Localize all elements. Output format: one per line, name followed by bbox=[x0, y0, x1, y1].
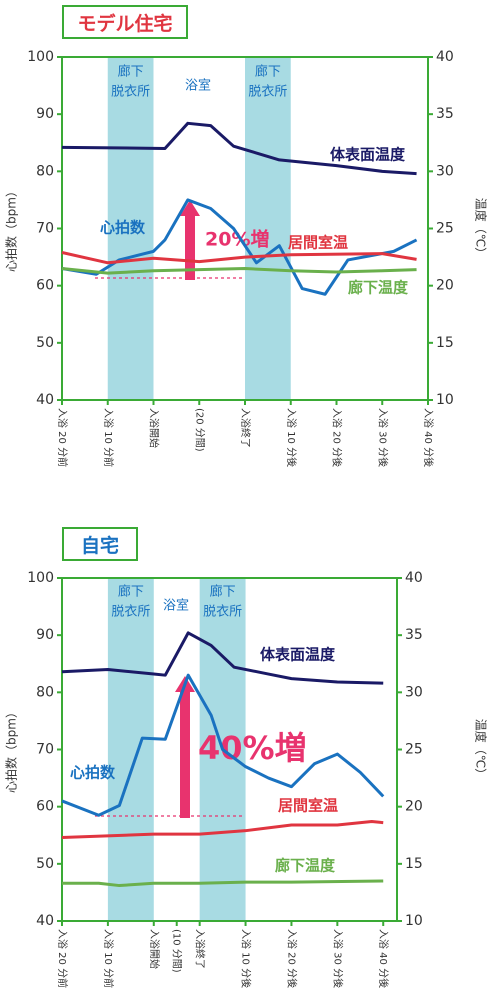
x-tick-label: 入浴 20 分後 bbox=[285, 929, 298, 988]
x-tick-label: 入浴終了 bbox=[239, 408, 252, 448]
x-tick-label: (20 分間) bbox=[193, 408, 205, 452]
y2-tick-label: 30 bbox=[405, 684, 423, 700]
x-tick-label: 入浴開始 bbox=[148, 408, 161, 448]
x-tick-label: 入浴 20 分前 bbox=[56, 929, 69, 988]
y-tick-label: 60 bbox=[36, 799, 54, 815]
x-tick-label: 入浴 10 分前 bbox=[102, 929, 115, 988]
y2-axis-label: 温度（℃） bbox=[474, 198, 489, 259]
room-label: 浴室 bbox=[163, 598, 189, 614]
y2-tick-label: 10 bbox=[436, 392, 454, 408]
series-label: 廊下温度 bbox=[348, 279, 409, 297]
x-tick-label: 入浴 40 分後 bbox=[377, 929, 390, 988]
increase-arrow bbox=[180, 200, 200, 280]
y2-tick-label: 20 bbox=[405, 799, 423, 815]
series-line bbox=[61, 673, 385, 817]
x-tick-label: (10 分間) bbox=[171, 929, 183, 973]
y-tick-label: 50 bbox=[36, 335, 54, 351]
series-line bbox=[61, 631, 384, 685]
series-label: 廊下温度 bbox=[275, 857, 336, 875]
band bbox=[107, 578, 154, 921]
y2-tick-label: 10 bbox=[405, 913, 423, 929]
band-label: 脱衣所 bbox=[111, 604, 150, 620]
y-axis-label: 心拍数（bpm） bbox=[4, 706, 19, 793]
room-label: 浴室 bbox=[185, 78, 211, 94]
y-tick-label: 100 bbox=[27, 570, 54, 586]
y-axis-label: 心拍数（bpm） bbox=[4, 185, 19, 272]
x-tick-label: 入浴 20 分後 bbox=[331, 408, 344, 467]
series-line bbox=[62, 879, 384, 888]
series-label: 居間室温 bbox=[278, 797, 338, 815]
band bbox=[107, 57, 154, 400]
y2-tick-label: 20 bbox=[436, 278, 454, 294]
x-tick-label: 入浴開始 bbox=[148, 929, 161, 969]
band-label: 脱衣所 bbox=[111, 84, 150, 100]
y2-tick-label: 35 bbox=[405, 627, 423, 643]
band bbox=[245, 57, 291, 400]
increase-arrow bbox=[175, 676, 195, 818]
series-line bbox=[61, 820, 384, 840]
x-tick-label: 入浴 10 分前 bbox=[102, 408, 115, 467]
series-label: 心拍数 bbox=[70, 764, 116, 782]
series-label: 居間室温 bbox=[288, 234, 348, 252]
y-tick-label: 40 bbox=[36, 913, 54, 929]
y2-tick-label: 15 bbox=[436, 335, 454, 351]
x-tick-label: 入浴終了 bbox=[194, 929, 207, 969]
band-label: 脱衣所 bbox=[203, 604, 242, 620]
y-tick-label: 70 bbox=[36, 221, 54, 237]
y2-tick-label: 35 bbox=[436, 106, 454, 122]
series-line bbox=[61, 121, 417, 176]
band-label: 廊下 bbox=[255, 64, 281, 80]
y-tick-label: 80 bbox=[36, 684, 54, 700]
band-label: 脱衣所 bbox=[248, 84, 287, 100]
x-tick-label: 入浴 40 分後 bbox=[422, 408, 435, 467]
series-label: 体表面温度 bbox=[330, 146, 406, 164]
y2-tick-label: 15 bbox=[405, 856, 423, 872]
y-tick-label: 40 bbox=[36, 392, 54, 408]
x-tick-label: 入浴 20 分前 bbox=[56, 408, 69, 467]
band-label: 廊下 bbox=[210, 584, 236, 600]
increase-label: 20%増 bbox=[205, 228, 269, 251]
x-tick-label: 入浴 10 分後 bbox=[285, 408, 298, 467]
x-tick-label: 入浴 30 分後 bbox=[376, 408, 389, 467]
chart-header: 自宅 bbox=[62, 527, 138, 561]
series-line bbox=[61, 267, 417, 275]
chart-header: モデル住宅 bbox=[62, 5, 188, 39]
y-tick-label: 90 bbox=[36, 627, 54, 643]
y2-tick-label: 40 bbox=[436, 49, 454, 65]
y-tick-label: 80 bbox=[36, 163, 54, 179]
y-tick-label: 100 bbox=[27, 49, 54, 65]
increase-label: 40%増 bbox=[198, 729, 307, 767]
y2-tick-label: 25 bbox=[436, 221, 454, 237]
band-label: 廊下 bbox=[118, 584, 144, 600]
x-tick-label: 入浴 10 分後 bbox=[240, 929, 253, 988]
y2-tick-label: 30 bbox=[436, 163, 454, 179]
series-label: 体表面温度 bbox=[260, 646, 336, 664]
series-label: 心拍数 bbox=[100, 219, 146, 237]
series-line bbox=[61, 251, 417, 265]
y2-axis-label: 温度（℃） bbox=[474, 719, 489, 780]
y-tick-label: 50 bbox=[36, 856, 54, 872]
y-tick-label: 70 bbox=[36, 742, 54, 758]
y2-tick-label: 25 bbox=[405, 742, 423, 758]
y-tick-label: 90 bbox=[36, 106, 54, 122]
band-label: 廊下 bbox=[118, 64, 144, 80]
y2-tick-label: 40 bbox=[405, 570, 423, 586]
x-tick-label: 入浴 30 分後 bbox=[331, 929, 344, 988]
y-tick-label: 60 bbox=[36, 278, 54, 294]
